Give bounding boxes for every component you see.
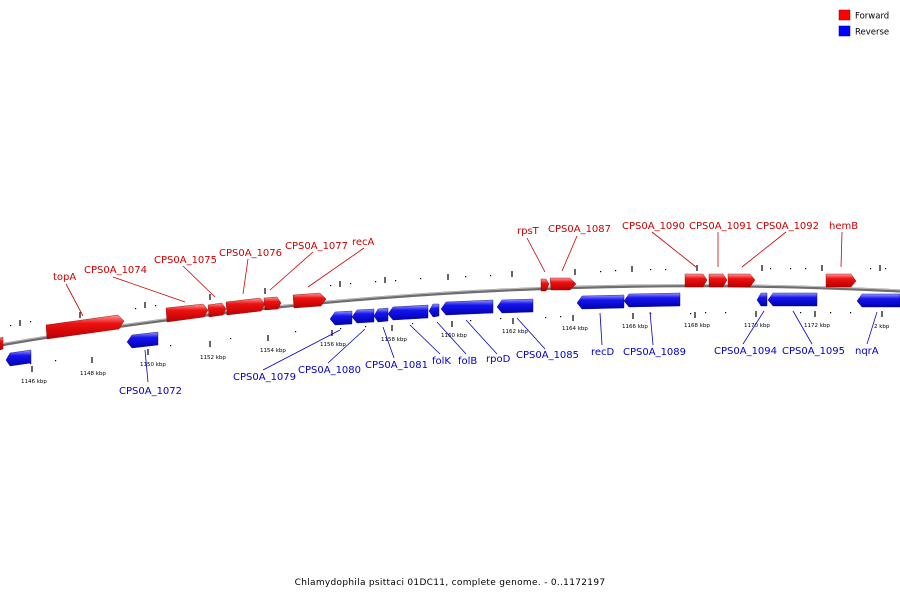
legend-reverse: Reverse (838, 25, 889, 38)
tick-label: 1160 kbp (441, 333, 467, 339)
inner-tick-marks (31, 311, 883, 372)
gene-arrow-reverse[interactable] (496, 298, 534, 314)
gene-arrow-reverse[interactable] (373, 307, 389, 323)
gene-arrow-forward[interactable] (0, 336, 4, 351)
legend-forward-label: Forward (855, 12, 889, 22)
forward-leader-lines (65, 231, 843, 317)
gene-arrow-forward[interactable] (45, 314, 125, 340)
gene-label-recD[interactable]: recD (591, 347, 615, 358)
gene-label-topA[interactable]: topA (53, 272, 76, 283)
tick-label: 1152 kbp (200, 355, 226, 361)
tick-label: 1170 kbp (744, 323, 770, 329)
gene-arrow-reverse[interactable] (440, 299, 494, 316)
gene-label-CPS0A_1091[interactable]: CPS0A_1091 (689, 221, 752, 232)
gene-arrow-reverse[interactable] (756, 292, 768, 307)
gene-arrow-reverse[interactable] (428, 303, 440, 318)
tick-label: 1148 kbp (80, 371, 106, 377)
outer-dot-ring (10, 268, 887, 327)
gene-arrow-reverse[interactable] (126, 331, 159, 349)
tick-label: 1158 kbp (381, 337, 407, 343)
tick-label: 1154 kbp (260, 348, 286, 354)
gene-arrow-forward[interactable] (825, 273, 857, 288)
tick-label: 1162 kbp (502, 329, 528, 335)
gene-arrow-reverse[interactable] (767, 292, 818, 307)
tick-label: 1168 kbp (684, 323, 710, 329)
gene-label-CPS0A_1080[interactable]: CPS0A_1080 (298, 365, 361, 376)
gene-arrow-forward[interactable] (165, 303, 209, 323)
tick-label: 1164 kbp (562, 326, 588, 332)
gene-arrow-reverse[interactable] (623, 292, 681, 308)
gene-arrow-reverse[interactable] (387, 304, 429, 321)
inner-dot-ring (30, 312, 852, 365)
gene-label-CPS0A_1079[interactable]: CPS0A_1079 (233, 372, 296, 383)
gene-label-CPS0A_1095[interactable]: CPS0A_1095 (782, 346, 845, 357)
gene-arrow-forward[interactable] (225, 297, 266, 316)
gene-label-CPS0A_1072[interactable]: CPS0A_1072 (119, 386, 182, 397)
gene-label-CPS0A_1085[interactable]: CPS0A_1085 (516, 350, 579, 361)
gene-arrow-forward[interactable] (549, 277, 577, 291)
legend-forward: Forward (838, 9, 889, 22)
tick-label: 1150 kbp (140, 362, 166, 368)
gene-arrow-reverse[interactable] (5, 349, 32, 367)
map-caption: Chlamydophila psittaci 01DC11, complete … (294, 578, 606, 588)
gene-label-CPS0A_1074[interactable]: CPS0A_1074 (84, 265, 147, 276)
gene-label-CPS0A_1087[interactable]: CPS0A_1087 (548, 224, 611, 235)
gene-arrow-reverse[interactable] (351, 308, 375, 324)
gene-arrow-reverse[interactable] (856, 293, 900, 308)
legend-reverse-swatch (838, 25, 851, 37)
gene-arrow-forward[interactable] (708, 273, 728, 288)
gene-label-rpsT[interactable]: rpsT (517, 226, 540, 237)
gene-label-CPS0A_1089[interactable]: CPS0A_1089 (623, 347, 686, 358)
gene-label-CPS0A_1076[interactable]: CPS0A_1076 (219, 248, 282, 259)
tick-label: 1172 kbp (804, 323, 830, 329)
gene-label-CPS0A_1075[interactable]: CPS0A_1075 (154, 255, 217, 266)
gene-label-folK[interactable]: folK (432, 356, 451, 367)
tick-labels: 1146 kbp 1148 kbp 1150 kbp 1152 kbp 1154… (21, 323, 890, 385)
tick-label: 2 kbp (874, 324, 890, 330)
genome-backbone (0, 284, 900, 347)
tick-label: 1146 kbp (21, 379, 47, 385)
reverse-leader-lines (144, 310, 878, 383)
legend-forward-swatch (838, 9, 851, 21)
gene-label-CPS0A_1081[interactable]: CPS0A_1081 (365, 360, 428, 371)
outer-tick-marks (19, 265, 881, 326)
legend-reverse-label: Reverse (855, 28, 889, 38)
gene-label-CPS0A_1094[interactable]: CPS0A_1094 (714, 346, 777, 357)
gene-label-rpoD[interactable]: rpoD (486, 354, 511, 365)
gene-label-folB[interactable]: folB (458, 356, 477, 367)
gene-arrow-forward[interactable] (292, 292, 327, 309)
gene-label-CPS0A_1090[interactable]: CPS0A_1090 (622, 221, 685, 232)
forward-genes (0, 273, 857, 351)
gene-label-CPS0A_1077[interactable]: CPS0A_1077 (285, 241, 348, 252)
tick-label: 1166 kbp (622, 324, 648, 330)
gene-arrow-reverse[interactable] (576, 294, 625, 310)
gene-label-CPS0A_1092[interactable]: CPS0A_1092 (756, 221, 819, 232)
gene-label-hemB[interactable]: hemB (829, 221, 858, 232)
tick-label: 1156 kbp (320, 342, 346, 348)
gene-arrow-forward[interactable] (263, 296, 282, 311)
gene-label-recA[interactable]: recA (352, 237, 375, 248)
genome-backbone-highlight (0, 284, 900, 345)
gene-label-nqrA[interactable]: nqrA (855, 346, 879, 357)
gene-arrow-reverse[interactable] (329, 310, 353, 326)
gene-arrow-forward[interactable] (684, 273, 708, 288)
forward-gene-labels: topA CPS0A_1074 CPS0A_1075 CPS0A_1076 CP… (53, 221, 858, 283)
legend: Forward Reverse (838, 9, 889, 38)
gene-arrow-forward[interactable] (540, 278, 550, 292)
gene-arrow-forward[interactable] (727, 273, 756, 288)
reverse-genes (5, 292, 900, 367)
reverse-gene-labels: CPS0A_1072 CPS0A_1079 CPS0A_1080 CPS0A_1… (119, 346, 879, 397)
gene-arrow-forward[interactable] (207, 302, 227, 318)
